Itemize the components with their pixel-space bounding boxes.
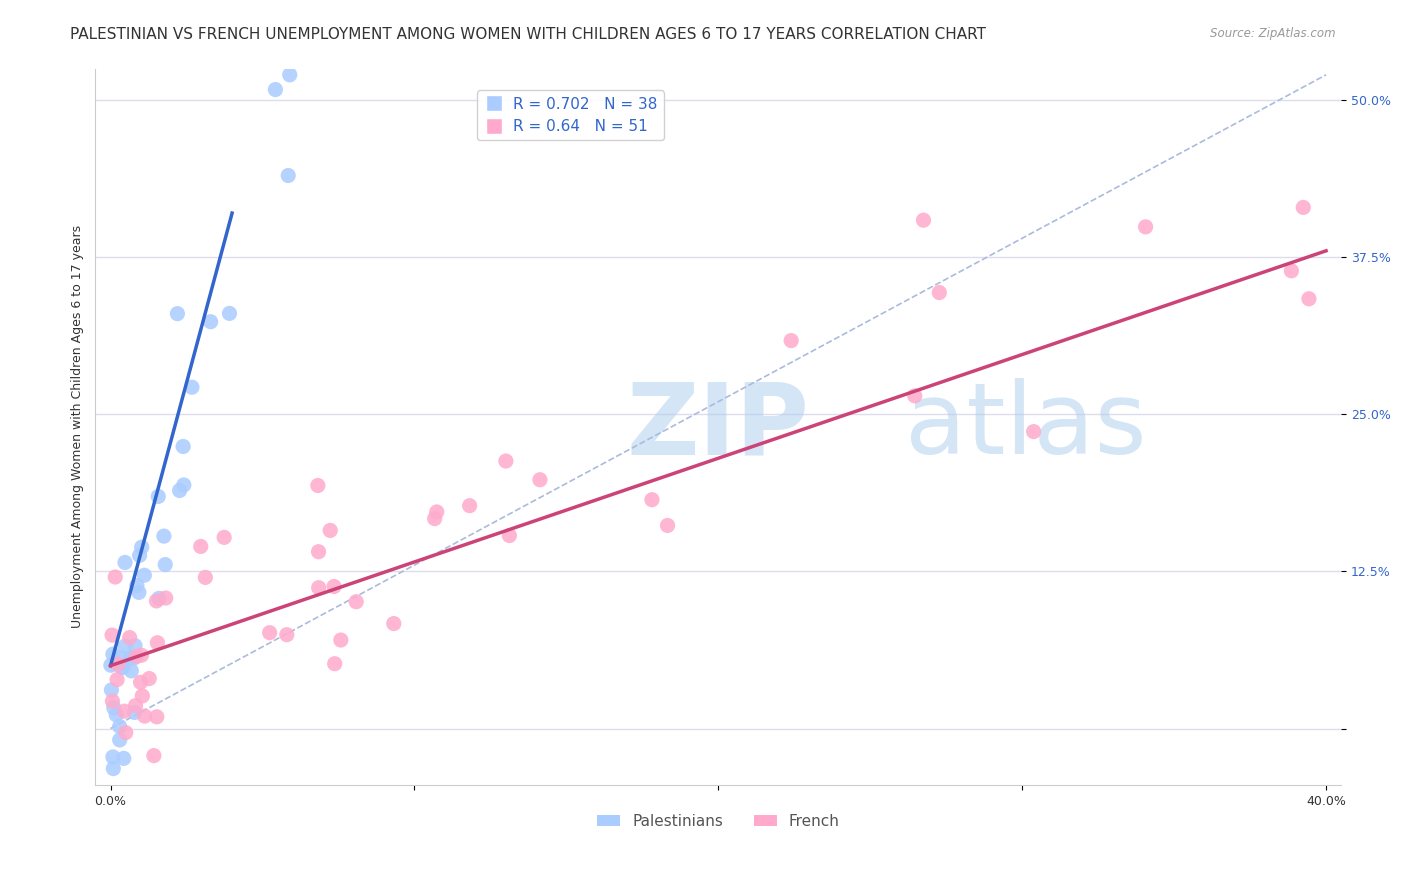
Point bbox=[1292, 201, 1315, 215]
Point bbox=[101, 647, 124, 661]
Point bbox=[382, 616, 405, 631]
Point bbox=[423, 511, 446, 525]
Point bbox=[124, 706, 146, 720]
Point bbox=[114, 725, 136, 739]
Point bbox=[426, 505, 449, 519]
Point bbox=[344, 595, 367, 609]
Point bbox=[1298, 292, 1320, 306]
Point bbox=[155, 591, 177, 605]
Point bbox=[323, 657, 346, 671]
Point bbox=[166, 307, 188, 321]
Point bbox=[173, 478, 195, 492]
Point bbox=[259, 625, 281, 640]
Point bbox=[155, 558, 177, 572]
Point bbox=[138, 672, 160, 686]
Point bbox=[146, 710, 169, 724]
Point bbox=[131, 689, 153, 703]
Text: ZIP: ZIP bbox=[627, 378, 810, 475]
Point bbox=[329, 633, 352, 648]
Point bbox=[641, 492, 664, 507]
Point bbox=[114, 704, 136, 718]
Point bbox=[498, 528, 520, 542]
Point bbox=[529, 473, 551, 487]
Point bbox=[125, 649, 148, 664]
Point bbox=[780, 334, 803, 348]
Point bbox=[904, 389, 927, 403]
Point bbox=[145, 594, 167, 608]
Point bbox=[100, 682, 122, 697]
Point bbox=[180, 380, 202, 394]
Point bbox=[108, 719, 131, 733]
Point bbox=[114, 639, 136, 653]
Point bbox=[103, 762, 125, 776]
Point bbox=[131, 540, 153, 554]
Legend: Palestinians, French: Palestinians, French bbox=[591, 807, 846, 835]
Point bbox=[1279, 264, 1302, 278]
Point bbox=[190, 540, 212, 554]
Point bbox=[112, 660, 135, 674]
Point bbox=[134, 709, 156, 723]
Point bbox=[101, 750, 124, 764]
Point bbox=[103, 701, 125, 715]
Point bbox=[264, 82, 287, 96]
Point bbox=[148, 490, 170, 504]
Point bbox=[118, 651, 141, 665]
Point bbox=[142, 748, 165, 763]
Point bbox=[212, 530, 235, 544]
Point bbox=[124, 639, 146, 653]
Text: atlas: atlas bbox=[905, 378, 1147, 475]
Point bbox=[100, 658, 122, 673]
Point bbox=[124, 698, 146, 713]
Point bbox=[108, 733, 131, 747]
Point bbox=[104, 570, 127, 584]
Text: PALESTINIAN VS FRENCH UNEMPLOYMENT AMONG WOMEN WITH CHILDREN AGES 6 TO 17 YEARS : PALESTINIAN VS FRENCH UNEMPLOYMENT AMONG… bbox=[70, 27, 986, 42]
Point bbox=[169, 483, 191, 498]
Point bbox=[124, 650, 146, 665]
Point bbox=[101, 694, 124, 708]
Point bbox=[458, 499, 481, 513]
Point bbox=[276, 628, 298, 642]
Point bbox=[112, 751, 135, 765]
Point bbox=[194, 570, 217, 584]
Point bbox=[657, 518, 679, 533]
Point bbox=[200, 315, 222, 329]
Point bbox=[307, 478, 329, 492]
Point bbox=[928, 285, 950, 300]
Point bbox=[148, 591, 170, 606]
Point bbox=[134, 568, 156, 582]
Point bbox=[128, 549, 150, 563]
Point bbox=[172, 440, 194, 454]
Point bbox=[131, 648, 153, 663]
Point bbox=[110, 651, 132, 665]
Point bbox=[1135, 219, 1157, 234]
Point bbox=[308, 545, 330, 559]
Text: Source: ZipAtlas.com: Source: ZipAtlas.com bbox=[1211, 27, 1336, 40]
Point bbox=[120, 664, 142, 678]
Point bbox=[107, 657, 129, 672]
Point bbox=[125, 578, 148, 592]
Point bbox=[105, 707, 128, 722]
Point bbox=[129, 675, 152, 690]
Point bbox=[128, 585, 150, 599]
Point bbox=[153, 529, 176, 543]
Point bbox=[277, 169, 299, 183]
Point bbox=[495, 454, 517, 468]
Point bbox=[323, 580, 346, 594]
Point bbox=[105, 673, 128, 687]
Y-axis label: Unemployment Among Women with Children Ages 6 to 17 years: Unemployment Among Women with Children A… bbox=[72, 226, 84, 628]
Point bbox=[1022, 425, 1045, 439]
Point bbox=[146, 636, 169, 650]
Point bbox=[319, 524, 342, 538]
Point bbox=[278, 68, 301, 82]
Point bbox=[101, 628, 124, 642]
Point bbox=[118, 631, 141, 645]
Point bbox=[114, 556, 136, 570]
Point bbox=[912, 213, 935, 227]
Point bbox=[111, 660, 134, 674]
Point bbox=[308, 581, 330, 595]
Point bbox=[218, 306, 240, 320]
